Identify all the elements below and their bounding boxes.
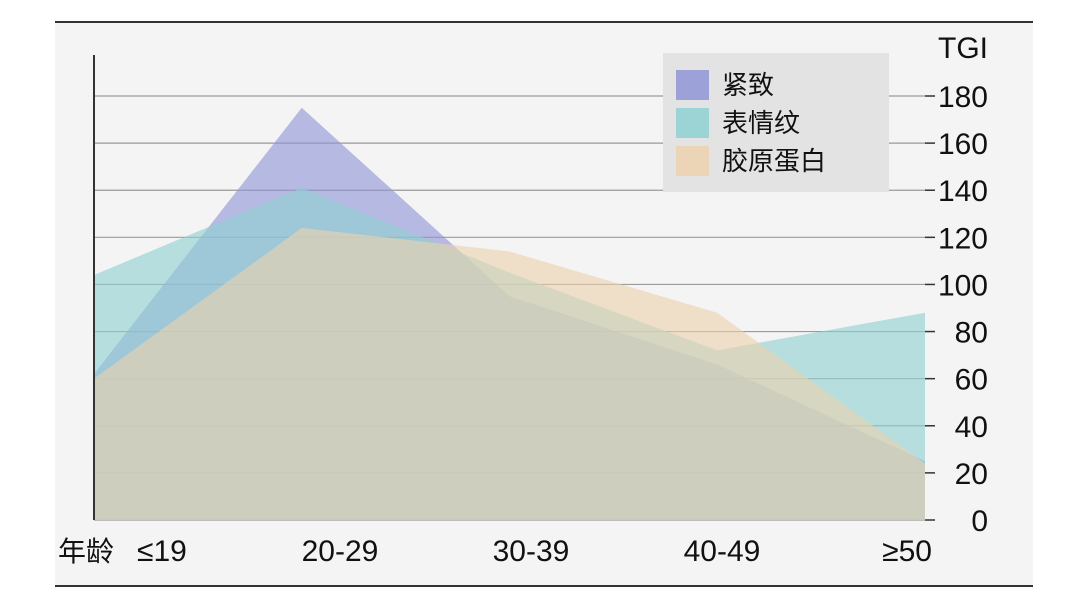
y-tick-label-40: 40 [955, 411, 988, 444]
y-tick-label-120: 120 [938, 222, 988, 255]
legend-label-3: 胶原蛋白 [722, 147, 826, 177]
y-tick-label-180: 180 [938, 81, 988, 114]
y-tick-label-20: 20 [955, 458, 988, 491]
legend-swatch-2 [676, 108, 709, 138]
x-tick-label-3: 30-39 [493, 535, 570, 568]
y-tick-label-60: 60 [955, 364, 988, 397]
x-tick-label-1: ≤19 [137, 535, 187, 568]
legend-label-2: 表情纹 [722, 109, 800, 139]
area-series-3 [94, 227, 925, 520]
y-axis-title: TGI [938, 32, 988, 65]
y-tick-label-100: 100 [938, 269, 988, 302]
x-tick-label-2: 20-29 [302, 535, 379, 568]
x-tick-label-4: 40-49 [684, 535, 761, 568]
y-tick-label-0: 0 [971, 505, 988, 538]
legend-swatch-1 [676, 70, 709, 100]
y-tick-label-80: 80 [955, 317, 988, 350]
x-tick-label-5: ≥50 [882, 535, 932, 568]
y-tick-label-140: 140 [938, 175, 988, 208]
y-tick-label-160: 160 [938, 128, 988, 161]
legend-swatch-3 [676, 146, 709, 176]
x-axis-prefix: 年龄 [58, 535, 114, 568]
legend-label-1: 紧致 [722, 71, 774, 101]
